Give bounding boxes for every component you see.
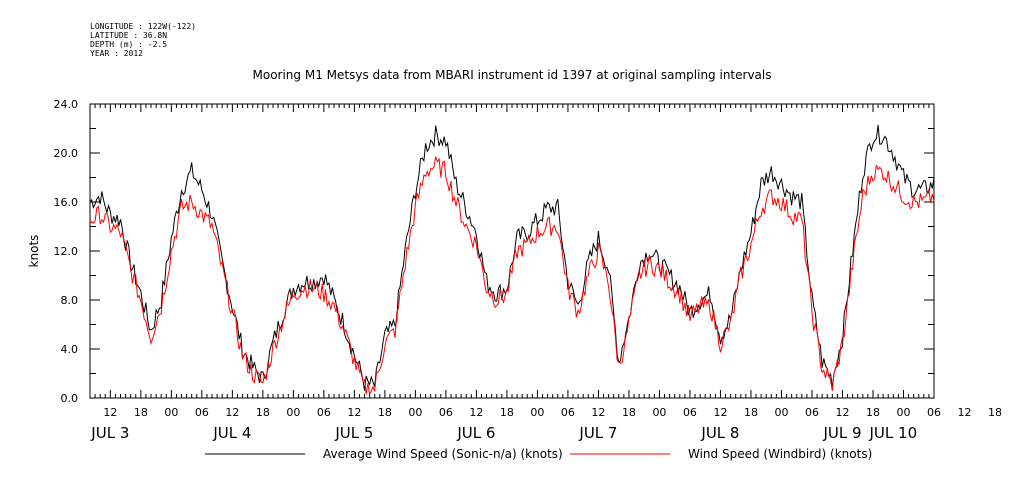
depth-label: DEPTH (m) : -2.5 bbox=[90, 40, 168, 49]
series-windbird-line bbox=[89, 156, 935, 396]
longitude-label: LONGITUDE : 122W(-122) bbox=[90, 22, 196, 31]
x-hour-tick-label: 18 bbox=[988, 406, 1002, 419]
y-tick-label: 8.0 bbox=[61, 294, 79, 307]
x-hour-tick-label: 12 bbox=[713, 406, 727, 419]
x-hour-tick-label: 18 bbox=[866, 406, 880, 419]
x-hour-tick-label: 18 bbox=[744, 406, 758, 419]
y-tick-label: 4.0 bbox=[61, 343, 79, 356]
latitude-label: LATITUDE : 36.8N bbox=[90, 31, 168, 40]
x-hour-tick-label: 12 bbox=[835, 406, 849, 419]
x-hour-tick-label: 18 bbox=[378, 406, 392, 419]
y-tick-label: 0.0 bbox=[61, 392, 79, 405]
legend-label: Wind Speed (Windbird) (knots) bbox=[688, 447, 872, 461]
year-label: YEAR : 2012 bbox=[90, 49, 143, 58]
x-day-label: JUL 4 bbox=[212, 424, 251, 442]
x-hour-tick-label: 00 bbox=[164, 406, 178, 419]
x-hour-tick-label: 06 bbox=[805, 406, 819, 419]
x-hour-tick-label: 18 bbox=[622, 406, 636, 419]
legend-label: Average Wind Speed (Sonic-n/a) (knots) bbox=[323, 447, 563, 461]
legend: Average Wind Speed (Sonic-n/a) (knots) Wi… bbox=[205, 447, 872, 461]
chart-title: Mooring M1 Metsys data from MBARI instru… bbox=[252, 68, 772, 82]
x-hour-tick-label: 12 bbox=[103, 406, 117, 419]
x-hour-tick-label: 00 bbox=[896, 406, 910, 419]
x-day-label: JUL 6 bbox=[456, 424, 495, 442]
series-sonic-line bbox=[89, 124, 935, 391]
x-hour-tick-label: 06 bbox=[927, 406, 941, 419]
x-hour-tick-label: 18 bbox=[256, 406, 270, 419]
x-hour-tick-label: 06 bbox=[195, 406, 209, 419]
x-hour-tick-label: 18 bbox=[134, 406, 148, 419]
x-hour-tick-label: 00 bbox=[530, 406, 544, 419]
x-hour-tick-label: 06 bbox=[683, 406, 697, 419]
x-day-label: JUL 8 bbox=[700, 424, 739, 442]
x-hour-tick-label: 12 bbox=[958, 406, 972, 419]
metadata-block: LONGITUDE : 122W(-122) LATITUDE : 36.8N … bbox=[90, 22, 196, 58]
x-day-label: JUL 10 bbox=[869, 424, 918, 442]
y-tick-label: 12.0 bbox=[54, 245, 79, 258]
x-day-label: JUL 9 bbox=[822, 424, 861, 442]
y-tick-label: 24.0 bbox=[54, 98, 79, 111]
x-hour-tick-label: 12 bbox=[469, 406, 483, 419]
axes: 12 18 00 06 12 18 00 06 12 18 00 06 12 18 00 06 12 18 00 06… bbox=[54, 98, 1003, 442]
x-hour-tick-label: 12 bbox=[225, 406, 239, 419]
y-axis-label: knots bbox=[27, 235, 41, 268]
x-hour-tick-label: 18 bbox=[500, 406, 514, 419]
x-day-label: JUL 7 bbox=[578, 424, 617, 442]
x-hour-tick-label: 06 bbox=[317, 406, 331, 419]
x-hour-tick-label: 06 bbox=[439, 406, 453, 419]
x-hour-tick-label: 00 bbox=[652, 406, 666, 419]
x-day-label: JUL 3 bbox=[90, 424, 129, 442]
x-hour-tick-label: 12 bbox=[591, 406, 605, 419]
x-hour-tick-label: 00 bbox=[774, 406, 788, 419]
y-tick-label: 20.0 bbox=[54, 147, 79, 160]
x-hour-tick-label: 00 bbox=[408, 406, 422, 419]
series-layer bbox=[89, 124, 935, 396]
x-hour-tick-label: 12 bbox=[347, 406, 361, 419]
x-hour-tick-label: 00 bbox=[286, 406, 300, 419]
plot-frame bbox=[89, 103, 935, 399]
x-hour-tick-label: 06 bbox=[561, 406, 575, 419]
y-tick-label: 16.0 bbox=[54, 196, 79, 209]
x-day-label: JUL 5 bbox=[334, 424, 373, 442]
